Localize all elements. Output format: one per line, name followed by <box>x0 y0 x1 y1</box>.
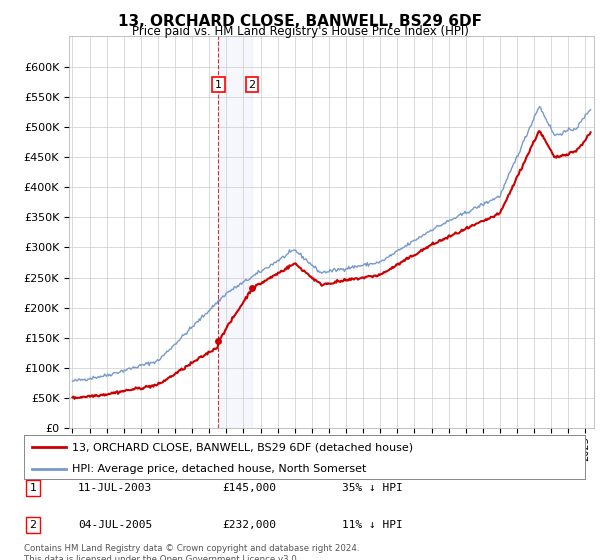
Text: 35% ↓ HPI: 35% ↓ HPI <box>342 483 403 493</box>
Text: 2: 2 <box>248 80 256 90</box>
Text: 2: 2 <box>29 520 37 530</box>
Text: 1: 1 <box>215 80 222 90</box>
Text: 11-JUL-2003: 11-JUL-2003 <box>78 483 152 493</box>
Text: 1: 1 <box>29 483 37 493</box>
Text: 11% ↓ HPI: 11% ↓ HPI <box>342 520 403 530</box>
Text: Contains HM Land Registry data © Crown copyright and database right 2024.
This d: Contains HM Land Registry data © Crown c… <box>24 544 359 560</box>
Text: £232,000: £232,000 <box>222 520 276 530</box>
Text: HPI: Average price, detached house, North Somerset: HPI: Average price, detached house, Nort… <box>71 464 366 474</box>
Text: Price paid vs. HM Land Registry's House Price Index (HPI): Price paid vs. HM Land Registry's House … <box>131 25 469 38</box>
Text: 04-JUL-2005: 04-JUL-2005 <box>78 520 152 530</box>
Text: £145,000: £145,000 <box>222 483 276 493</box>
Text: 13, ORCHARD CLOSE, BANWELL, BS29 6DF: 13, ORCHARD CLOSE, BANWELL, BS29 6DF <box>118 14 482 29</box>
Text: 13, ORCHARD CLOSE, BANWELL, BS29 6DF (detached house): 13, ORCHARD CLOSE, BANWELL, BS29 6DF (de… <box>71 442 413 452</box>
Bar <box>218 36 252 428</box>
